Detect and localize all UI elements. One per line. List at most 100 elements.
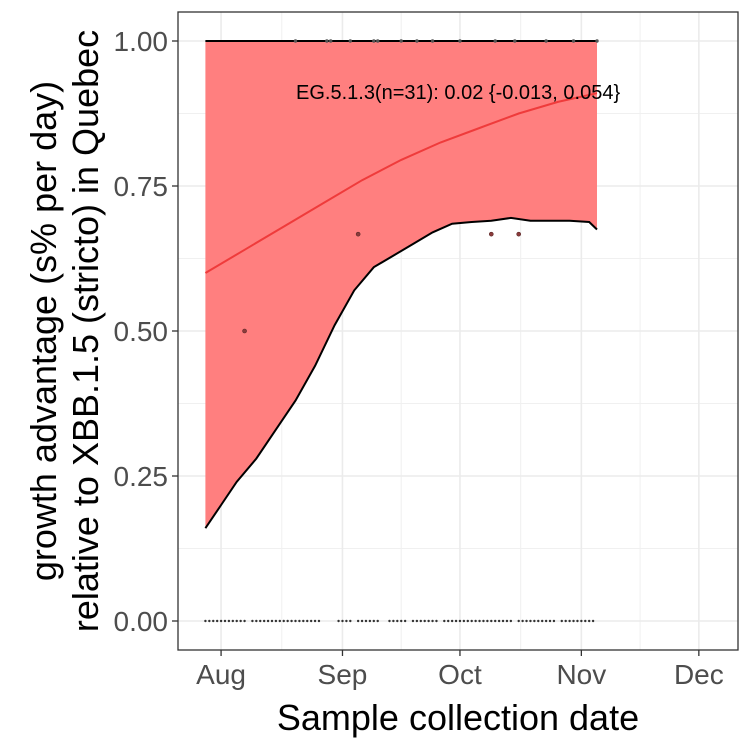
sample-point-bottom	[423, 619, 426, 623]
sample-point-bottom	[278, 619, 282, 623]
sample-point-bottom	[345, 619, 348, 623]
sample-point-bottom	[255, 619, 258, 623]
x-axis-title: Sample collection date	[277, 697, 639, 738]
sample-point-bottom	[356, 619, 360, 623]
sample-point-bottom	[525, 619, 528, 623]
sample-points	[204, 39, 599, 623]
sample-point-bottom	[274, 619, 278, 623]
sample-point-bottom	[544, 619, 548, 623]
sample-point-bottom	[443, 619, 446, 623]
sample-point-bottom	[552, 619, 556, 623]
sample-point-bottom	[494, 619, 497, 623]
sample-point-bottom	[564, 619, 567, 623]
sample-point-bottom	[572, 619, 575, 623]
sample-point-mid	[488, 231, 494, 237]
fit-line	[204, 92, 598, 274]
x-tick-label: Oct	[438, 659, 482, 690]
sample-point-bottom	[396, 619, 399, 623]
sample-point-bottom	[306, 619, 309, 623]
sample-point-bottom	[576, 619, 579, 623]
sample-point-top	[372, 39, 376, 43]
sample-point-bottom	[478, 619, 481, 623]
sample-point-bottom	[298, 619, 301, 623]
sample-point-bottom	[509, 619, 513, 623]
sample-point-mid	[242, 328, 247, 334]
x-tick-label: Nov	[556, 659, 606, 690]
sample-point-bottom	[435, 619, 438, 623]
sample-point-bottom	[231, 619, 235, 623]
sample-point-bottom	[204, 619, 207, 623]
sample-point-bottom	[486, 619, 489, 623]
sample-point-bottom	[415, 619, 419, 623]
sample-point-bottom	[529, 619, 532, 623]
sample-point-top	[325, 39, 329, 43]
sample-point-bottom	[317, 619, 321, 623]
sample-point-bottom	[447, 619, 450, 623]
sample-point-top	[544, 39, 548, 43]
sample-point-bottom	[517, 619, 520, 623]
sample-point-bottom	[372, 619, 376, 623]
sample-point-bottom	[349, 619, 352, 623]
sample-point-bottom	[208, 619, 211, 623]
sample-point-bottom	[262, 619, 266, 623]
y-axis-title-line-2: relative to XBB.1.5 (stricto) in Quebec	[65, 30, 106, 632]
sample-point-bottom	[243, 619, 246, 623]
sample-point-bottom	[431, 619, 434, 623]
sample-point-bottom	[364, 619, 368, 623]
y-tick-label: 0.00	[114, 606, 169, 637]
sample-point-bottom	[388, 619, 391, 623]
sample-point-bottom	[533, 619, 536, 623]
sample-point-bottom	[474, 619, 477, 623]
sample-point-bottom	[251, 619, 254, 623]
sample-point-top	[376, 39, 380, 43]
sample-point-bottom	[294, 619, 297, 623]
sample-point-bottom	[400, 619, 403, 623]
y-axis-ticks: 0.00 0.25 0.50 0.75 1.00	[114, 26, 178, 637]
sample-point-bottom	[568, 619, 571, 623]
sample-point-bottom	[392, 619, 395, 623]
sample-point-bottom	[376, 619, 379, 623]
sample-point-bottom	[212, 619, 215, 623]
sample-point-bottom	[302, 619, 305, 623]
sample-point-bottom	[497, 619, 501, 623]
sample-point-bottom	[419, 619, 422, 623]
sample-point-bottom	[501, 619, 505, 623]
sample-point-bottom	[313, 619, 317, 623]
sample-point-bottom	[591, 619, 595, 623]
sample-point-bottom	[286, 619, 289, 623]
sample-point-top	[430, 39, 435, 43]
sample-point-bottom	[337, 619, 340, 623]
sample-point-bottom	[427, 619, 430, 623]
sample-point-bottom	[505, 619, 509, 623]
sample-point-bottom	[403, 619, 407, 623]
sample-point-top	[493, 39, 497, 43]
sample-point-bottom	[259, 619, 262, 623]
sample-point-bottom	[580, 619, 583, 623]
x-tick-label: Aug	[196, 659, 246, 690]
sample-point-bottom	[239, 619, 242, 623]
sample-point-bottom	[290, 619, 293, 623]
sample-point-bottom	[450, 619, 454, 623]
sample-point-bottom	[466, 619, 469, 623]
sample-point-top	[293, 39, 298, 43]
sample-point-top	[458, 39, 462, 43]
sample-point-bottom	[560, 619, 563, 623]
sample-point-top	[329, 39, 333, 43]
confidence-band	[205, 41, 597, 529]
growth-estimate-annotation: EG.5.1.3(n=31): 0.02 {-0.013, 0.054}	[296, 82, 620, 104]
sample-point-bottom	[482, 619, 485, 623]
x-axis-ticks: Aug Sep Oct Nov Dec	[196, 650, 724, 690]
sample-point-mid	[355, 231, 361, 237]
sample-point-bottom	[411, 619, 415, 623]
sample-point-mid	[516, 231, 521, 237]
sample-point-top	[399, 39, 403, 43]
sample-point-bottom	[360, 619, 364, 623]
sample-point-bottom	[341, 619, 344, 623]
sample-point-bottom	[215, 619, 219, 623]
sample-point-bottom	[282, 619, 285, 623]
sample-point-bottom	[584, 619, 587, 623]
sample-point-bottom	[462, 619, 466, 623]
sample-point-bottom	[537, 619, 540, 623]
sample-point-top	[595, 39, 599, 43]
